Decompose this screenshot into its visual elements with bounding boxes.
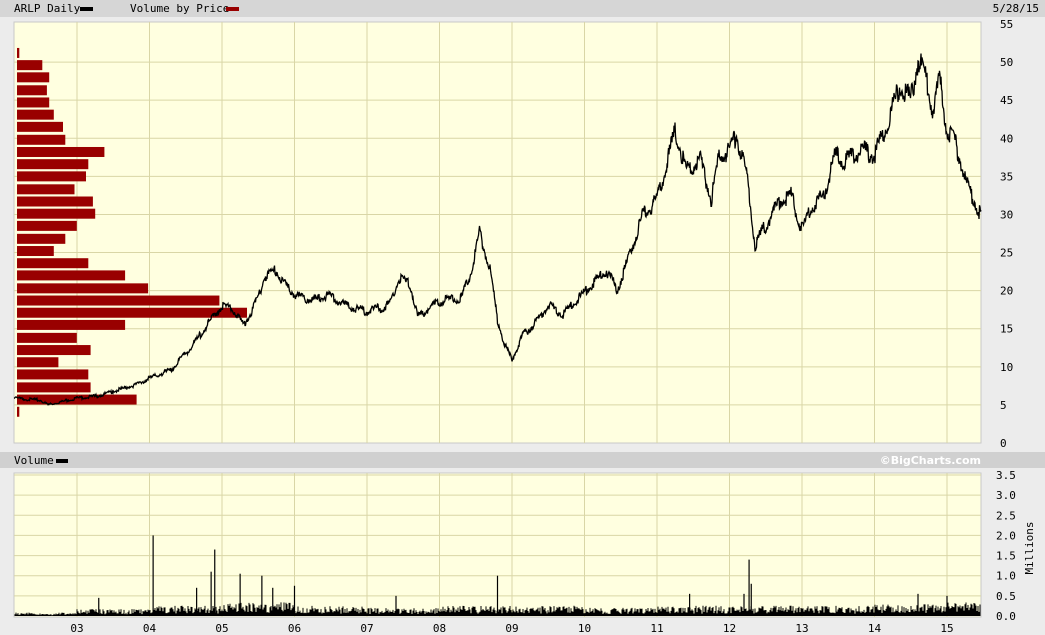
- price-tick-label: 35: [1000, 170, 1013, 183]
- x-tick-label: 12: [723, 622, 736, 635]
- volume-by-price-bar: [17, 382, 91, 393]
- series-legend-swatch: [80, 7, 93, 11]
- volume-by-price-bar: [17, 159, 89, 170]
- price-grid: [14, 22, 981, 443]
- chart-date: 5/28/15: [993, 2, 1039, 15]
- volume-tick-label: 2.0: [996, 529, 1016, 542]
- price-plot-area: [13, 21, 982, 444]
- volume-by-price-bar: [17, 270, 126, 281]
- volume-by-price-bar: [17, 394, 137, 405]
- volume-tick-label: 0.0: [996, 610, 1016, 623]
- x-tick-label: 08: [433, 622, 446, 635]
- volume-by-price-bar: [17, 357, 59, 368]
- volume-header-bar: [0, 452, 1045, 468]
- volume-by-price-bar: [17, 295, 220, 306]
- price-tick-label: 20: [1000, 285, 1013, 298]
- volume-by-price-bars: [17, 47, 247, 417]
- volume-legend-swatch: [56, 459, 68, 463]
- volume-by-price-bar: [17, 109, 54, 120]
- volume-by-price-bar: [17, 171, 86, 182]
- volume-by-price-bar: [17, 283, 149, 294]
- volume-by-price-bar: [17, 60, 43, 71]
- volume-by-price-bar: [17, 134, 66, 145]
- volume-by-price-bar: [17, 85, 47, 96]
- volume-by-price-bar: [17, 319, 126, 330]
- volume-bars: [14, 535, 981, 616]
- volume-y-axis: 0.0 0.5 1.0 1.5 2.0 2.5 3.0 3.5: [996, 469, 1016, 623]
- volume-by-price-bar: [17, 246, 54, 257]
- x-tick-label: 11: [650, 622, 663, 635]
- volume-tick-label: 3.0: [996, 489, 1016, 502]
- price-tick-label: 30: [1000, 208, 1013, 221]
- price-tick-label: 15: [1000, 323, 1013, 336]
- x-axis: 03 04 05 06 07 08 09 10 11 12 13 14 15: [70, 622, 953, 635]
- volume-by-price-bar: [17, 220, 77, 231]
- volume-tick-label: 1.0: [996, 570, 1016, 583]
- price-y-axis: 0 5 10 15 20 25 30 35 40 45 50 55: [1000, 18, 1013, 450]
- volume-tick-label: 1.5: [996, 550, 1016, 563]
- x-tick-label: 05: [215, 622, 228, 635]
- volume-by-price-bar: [17, 47, 20, 58]
- x-tick-label: 14: [868, 622, 882, 635]
- price-tick-label: 45: [1000, 94, 1013, 107]
- volume-by-price-bar: [17, 258, 89, 269]
- price-tick-label: 25: [1000, 247, 1013, 260]
- volume-by-price-bar: [17, 233, 66, 244]
- volume-by-price-bar: [17, 332, 77, 343]
- volume-by-price-bar: [17, 406, 20, 417]
- bigcharts-brand: ©BigCharts.com: [880, 454, 981, 467]
- x-tick-label: 09: [505, 622, 518, 635]
- price-tick-label: 0: [1000, 437, 1007, 450]
- price-tick-label: 40: [1000, 132, 1013, 145]
- x-tick-label: 07: [360, 622, 373, 635]
- volume-label: Volume: [14, 454, 54, 467]
- volume-tick-label: 3.5: [996, 469, 1016, 482]
- volume-by-price-bar: [17, 72, 50, 83]
- price-header-bar: [0, 0, 1045, 17]
- volume-by-price-bar: [17, 146, 105, 157]
- volume-by-price-bar: [17, 345, 91, 356]
- volume-grid: [14, 473, 981, 617]
- x-tick-label: 15: [940, 622, 953, 635]
- volume-by-price-bar: [17, 369, 89, 380]
- x-tick-label: 10: [578, 622, 591, 635]
- volume-by-price-bar: [17, 97, 50, 108]
- volume-by-price-bar: [17, 208, 96, 219]
- x-tick-label: 13: [795, 622, 808, 635]
- price-tick-label: 50: [1000, 56, 1013, 69]
- series-label: ARLP Daily: [14, 2, 81, 15]
- volume-by-price-bar: [17, 121, 63, 132]
- x-tick-label: 06: [288, 622, 301, 635]
- volume-tick-label: 0.5: [996, 590, 1016, 603]
- vbp-label: Volume by Price: [130, 2, 229, 15]
- volume-axis-title: Millions: [1023, 522, 1036, 575]
- price-line: [13, 53, 982, 406]
- volume-by-price-bar: [17, 307, 247, 318]
- x-tick-label: 04: [143, 622, 157, 635]
- price-tick-label: 10: [1000, 361, 1013, 374]
- price-tick-label: 5: [1000, 399, 1007, 412]
- x-tick-label: 03: [70, 622, 83, 635]
- volume-by-price-bar: [17, 184, 75, 195]
- volume-tick-label: 2.5: [996, 509, 1016, 522]
- price-tick-label: 55: [1000, 18, 1013, 31]
- volume-by-price-bar: [17, 196, 93, 207]
- vbp-legend-swatch: [226, 7, 239, 11]
